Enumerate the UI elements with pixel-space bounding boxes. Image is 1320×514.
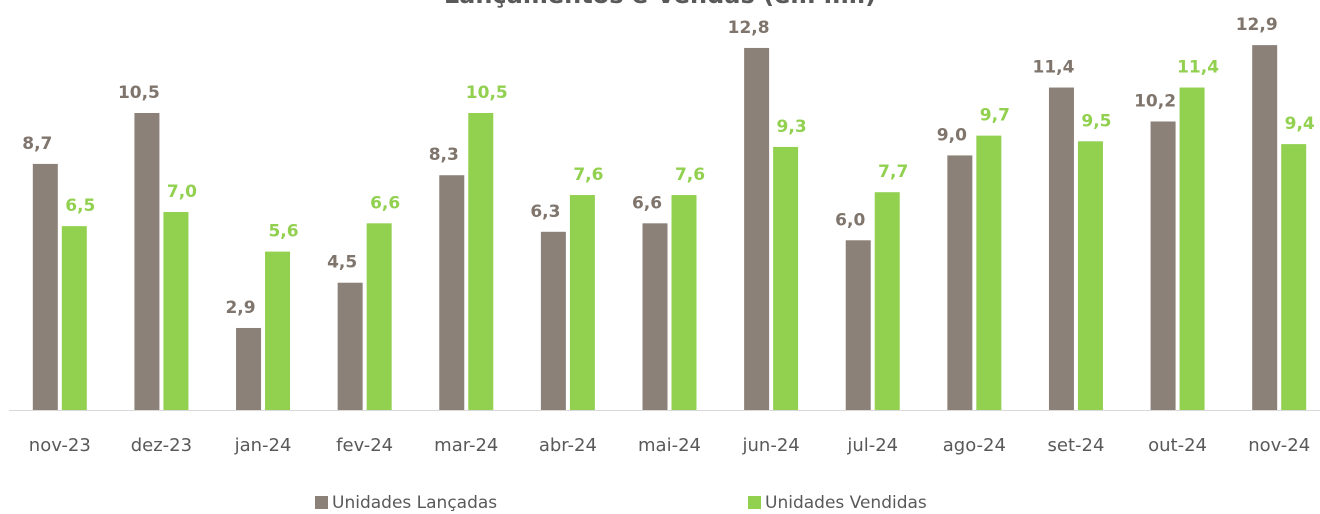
bar xyxy=(236,327,262,410)
value-label: 10,2 xyxy=(1134,91,1176,111)
value-label: 9,5 xyxy=(1081,111,1111,131)
legend-swatch xyxy=(748,496,761,509)
value-label: 9,7 xyxy=(980,106,1010,126)
bar xyxy=(134,113,160,410)
chart-title: Lançamentos e Vendas (em mil) xyxy=(444,0,876,9)
x-tick-label: out-24 xyxy=(1148,435,1207,456)
value-label: 7,0 xyxy=(167,182,197,202)
x-tick-label: mar-24 xyxy=(434,435,498,456)
bar xyxy=(671,195,697,410)
value-label: 2,9 xyxy=(225,298,255,318)
value-label: 6,0 xyxy=(835,210,865,230)
x-tick-label: ago-24 xyxy=(943,435,1006,456)
x-tick-label: nov-23 xyxy=(29,435,91,456)
bar xyxy=(61,226,87,410)
value-label: 7,6 xyxy=(573,165,603,185)
bar xyxy=(1077,141,1103,411)
value-label: 8,3 xyxy=(429,145,459,165)
x-tick-label: jun-24 xyxy=(742,435,800,456)
bar xyxy=(845,240,871,410)
bar xyxy=(468,113,494,410)
bar xyxy=(366,223,392,410)
value-label: 12,9 xyxy=(1236,15,1278,35)
value-label: 9,3 xyxy=(777,117,807,137)
value-label: 4,5 xyxy=(327,253,357,273)
bar xyxy=(976,135,1002,410)
value-label: 10,5 xyxy=(118,83,160,103)
bar xyxy=(1150,121,1176,410)
value-label: 11,4 xyxy=(1032,58,1074,78)
value-label: 10,5 xyxy=(466,83,508,103)
legend-swatch xyxy=(315,496,328,509)
bar xyxy=(773,146,799,410)
value-label: 5,6 xyxy=(268,222,298,242)
legend-label: Unidades Vendidas xyxy=(765,493,927,513)
bar xyxy=(163,212,189,410)
x-tick-label: jul-24 xyxy=(846,435,898,456)
value-label: 7,7 xyxy=(878,162,908,182)
x-tick-label: abr-24 xyxy=(539,435,597,456)
legend-label: Unidades Lançadas xyxy=(332,493,497,513)
bar xyxy=(1179,87,1205,411)
value-label: 9,4 xyxy=(1285,114,1315,134)
bar xyxy=(439,175,465,410)
value-label: 6,5 xyxy=(65,196,95,216)
x-tick-label: set-24 xyxy=(1048,435,1105,456)
value-label: 6,6 xyxy=(370,193,400,213)
bar xyxy=(744,47,770,410)
bar xyxy=(32,163,58,410)
bar xyxy=(569,195,595,410)
x-tick-label: nov-24 xyxy=(1248,435,1310,456)
bar xyxy=(642,223,668,410)
value-label: 6,6 xyxy=(632,193,662,213)
bar xyxy=(874,192,900,410)
bar xyxy=(540,231,566,410)
bar xyxy=(1281,144,1307,410)
bar xyxy=(1252,45,1278,410)
bar xyxy=(1048,87,1074,411)
bar xyxy=(947,155,973,410)
value-label: 7,6 xyxy=(675,165,705,185)
x-tick-label: fev-24 xyxy=(336,435,393,456)
x-tick-label: mai-24 xyxy=(638,435,701,456)
x-tick-label: jan-24 xyxy=(234,435,292,456)
value-label: 12,8 xyxy=(728,18,770,38)
x-tick-label: dez-23 xyxy=(131,435,192,456)
value-label: 9,0 xyxy=(937,125,967,145)
value-label: 11,4 xyxy=(1177,58,1219,78)
value-label: 8,7 xyxy=(22,134,52,154)
value-label: 6,3 xyxy=(530,202,560,222)
bar xyxy=(337,282,363,410)
bar xyxy=(265,251,291,410)
